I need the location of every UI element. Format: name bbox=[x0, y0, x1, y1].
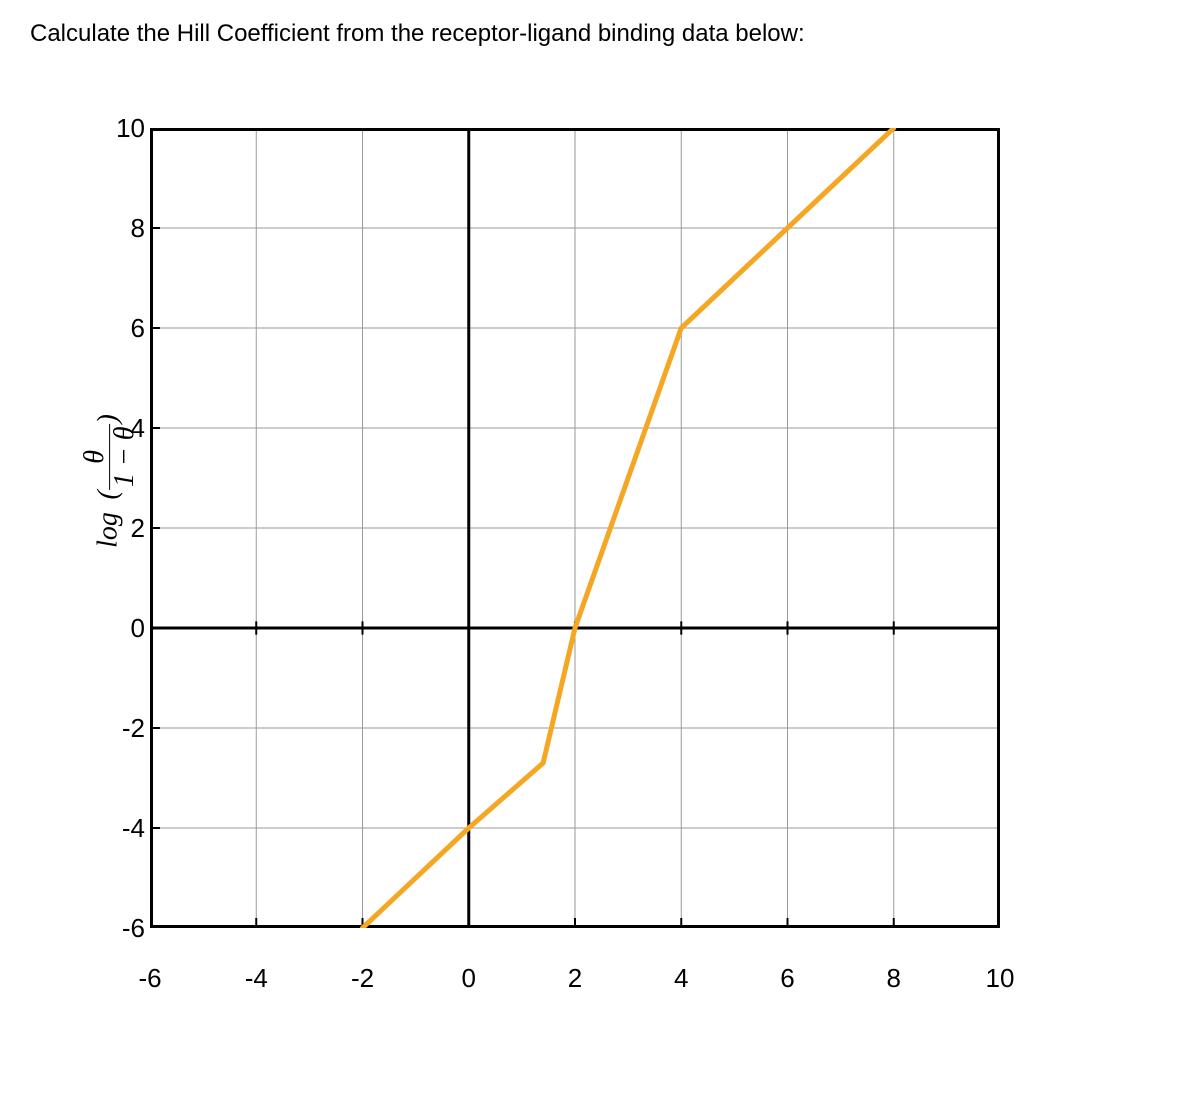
chart-container: -6-4-20246810 -6-4-20246810 bbox=[150, 128, 1000, 928]
y-tick-label: 10 bbox=[100, 115, 145, 141]
x-tick-label: 10 bbox=[986, 963, 1015, 994]
x-tick-label: -6 bbox=[138, 963, 161, 994]
y-tick-label: 2 bbox=[100, 515, 145, 541]
hill-plot-chart bbox=[150, 128, 1000, 928]
x-tick-label: -2 bbox=[351, 963, 374, 994]
y-tick-label: 4 bbox=[100, 415, 145, 441]
x-tick-label: 0 bbox=[462, 963, 476, 994]
y-tick-label: -4 bbox=[100, 815, 145, 841]
x-tick-label: -4 bbox=[245, 963, 268, 994]
chart-wrapper: log (θ1 − θ) -6-4-20246810 -6-4-20246810 bbox=[90, 128, 1170, 928]
y-tick-label: 8 bbox=[100, 215, 145, 241]
x-tick-label: 8 bbox=[887, 963, 901, 994]
y-tick-label: 0 bbox=[100, 615, 145, 641]
x-tick-label: 6 bbox=[780, 963, 794, 994]
question-text: Calculate the Hill Coefficient from the … bbox=[30, 20, 1170, 48]
x-tick-label: 2 bbox=[568, 963, 582, 994]
y-tick-label: -6 bbox=[100, 915, 145, 941]
x-tick-label: 4 bbox=[674, 963, 688, 994]
y-tick-label: 6 bbox=[100, 315, 145, 341]
y-tick-label: -2 bbox=[100, 715, 145, 741]
